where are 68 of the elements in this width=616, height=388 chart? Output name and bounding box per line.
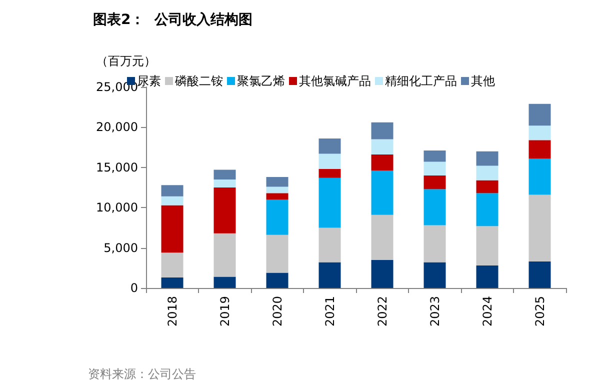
bar [266,200,288,235]
bar [528,104,551,126]
legend-label: 聚氯乙烯 [237,74,285,88]
bar [266,272,288,288]
x-tick-label: 2023 [428,296,442,327]
x-tick-label: 2020 [270,296,284,327]
bar [476,180,498,194]
bar [214,276,236,288]
bar [424,189,446,226]
bar [476,265,498,288]
bar [371,214,394,260]
bar [371,170,394,215]
text: 资料来源：公司公告 [88,367,196,381]
bar [476,166,498,180]
bar [161,196,184,206]
legend-label: 精细化工产品 [385,74,457,88]
y-tick-label: 15,000 [96,160,138,174]
bar [371,154,394,171]
legend-label: 尿素 [137,74,161,88]
chart-title: 图表2： 公司收入结构图 [93,12,252,28]
bar [528,194,551,262]
bar [318,138,341,154]
bar [214,188,236,234]
bar [266,193,288,200]
bar [214,179,236,188]
bar [424,175,446,190]
bar [318,154,341,170]
bar [161,185,184,196]
bar [214,233,236,277]
x-tick-label: 2025 [532,296,547,327]
bar [266,177,288,187]
y-tick-label: 0 [130,281,138,295]
legend-label: 磷酸二铵 [174,74,223,88]
bar [266,186,288,194]
bar [476,193,498,226]
bar [476,151,498,166]
x-tick-label: 2024 [480,296,494,327]
bar [371,260,394,288]
bar [214,170,236,180]
bar [266,234,288,273]
bar [318,178,341,228]
bar [318,262,341,288]
bar [528,158,551,195]
legend-label: 其他 [471,74,495,88]
y-tick-label: 5,000 [104,240,138,255]
bar [424,225,446,262]
x-tick-label: 2022 [375,296,390,327]
bar [318,169,341,178]
bar [161,278,184,288]
bar [424,150,446,162]
bar [371,139,394,155]
y-axis-title: （百万元） [96,54,156,68]
bar [318,228,341,262]
bar [528,126,551,140]
bar [476,226,498,266]
y-tick-label: 20,000 [96,120,138,134]
x-tick-label: 2019 [218,296,232,327]
bar [528,140,551,159]
bar [161,252,184,278]
bar [424,262,446,288]
bar [161,205,184,253]
y-tick-label: 10,000 [96,200,138,215]
bar [528,261,551,288]
bar [371,122,394,140]
bar [424,162,446,176]
x-tick-label: 2021 [322,296,337,327]
legend-label: 其他氯碱产品 [299,74,371,88]
x-tick-label: 2018 [165,296,180,327]
